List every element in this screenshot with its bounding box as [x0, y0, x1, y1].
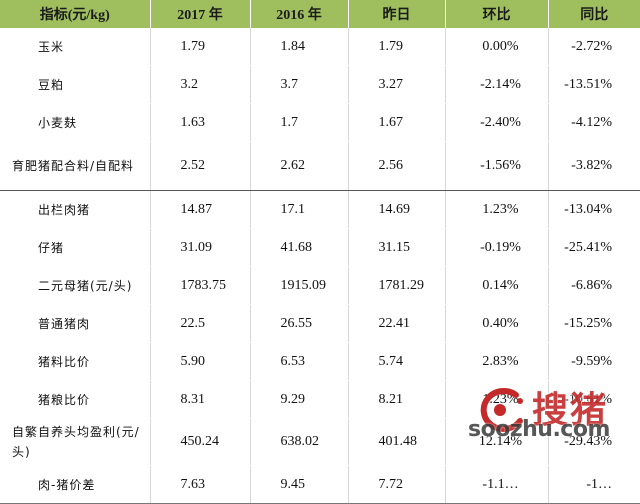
- cell-yesterday: 1.67: [348, 103, 446, 142]
- cell-yoy: -4.12%: [548, 103, 640, 142]
- cell-yoy: -15.25%: [548, 304, 640, 343]
- cell-yoy: -29.43%: [548, 418, 640, 466]
- table-row: 出栏肉猪 14.87 17.1 14.69 1.23% -13.04%: [0, 190, 640, 229]
- cell-name: 豆粕: [0, 65, 151, 104]
- cell-2017: 3.2: [150, 65, 251, 104]
- cell-mom: 0.00%: [445, 28, 549, 66]
- cell-name: 仔猪: [0, 228, 151, 267]
- cell-2016: 17.1: [250, 190, 349, 229]
- table-row: 仔猪 31.09 41.68 31.15 -0.19% -25.41%: [0, 228, 640, 267]
- cell-mom: -2.40%: [445, 103, 549, 142]
- cell-mom: -1.56%: [445, 141, 549, 191]
- cell-yoy: -1…: [548, 465, 640, 504]
- cell-mom: 0.40%: [445, 304, 549, 343]
- cell-2017: 22.5: [150, 304, 251, 343]
- cell-2017: 14.87: [150, 190, 251, 229]
- cell-mom: 2.83%: [445, 342, 549, 381]
- table-row: 二元母猪(元/头) 1783.75 1915.09 1781.29 0.14% …: [0, 266, 640, 305]
- cell-2017: 2.52: [150, 141, 251, 191]
- table-row: 普通猪肉 22.5 26.55 22.41 0.40% -15.25%: [0, 304, 640, 343]
- cell-yesterday: 7.72: [348, 465, 446, 504]
- cell-2016: 1.84: [250, 28, 349, 66]
- cell-2017: 450.24: [150, 418, 251, 466]
- cell-2016: 638.02: [250, 418, 349, 466]
- cell-yesterday: 3.27: [348, 65, 446, 104]
- cell-mom: 0.14%: [445, 266, 549, 305]
- header-2016: 2016 年: [250, 0, 349, 28]
- cell-2017: 1783.75: [150, 266, 251, 305]
- cell-2016: 26.55: [250, 304, 349, 343]
- table-header: 指标(元/kg) 2017 年 2016 年 昨日 环比 同比: [0, 0, 640, 28]
- table-body: 玉米 1.79 1.84 1.79 0.00% -2.72% 豆粕 3.2 3.…: [0, 28, 640, 504]
- table-row: 小麦麸 1.63 1.7 1.67 -2.40% -4.12%: [0, 103, 640, 142]
- cell-2016: 41.68: [250, 228, 349, 267]
- cell-2017: 1.63: [150, 103, 251, 142]
- cell-name: 小麦麸: [0, 103, 151, 142]
- cell-yesterday: 8.21: [348, 380, 446, 419]
- cell-yoy: -13.51%: [548, 65, 640, 104]
- cell-mom: -0.19%: [445, 228, 549, 267]
- cell-2016: 2.62: [250, 141, 349, 191]
- cell-name: 玉米: [0, 28, 151, 66]
- cell-mom: 12.14%: [445, 418, 549, 466]
- cell-2016: 1915.09: [250, 266, 349, 305]
- header-yesterday: 昨日: [348, 0, 446, 28]
- cell-mom: 1.23%: [445, 380, 549, 419]
- cell-yoy: -3.82%: [548, 141, 640, 191]
- cell-yesterday: 2.56: [348, 141, 446, 191]
- cell-2016: 6.53: [250, 342, 349, 381]
- cell-yesterday: 14.69: [348, 190, 446, 229]
- table-row: 肉-猪价差 7.63 9.45 7.72 -1.1… -1…: [0, 465, 640, 504]
- cell-mom: 1.23%: [445, 190, 549, 229]
- cell-yesterday: 401.48: [348, 418, 446, 466]
- cell-yoy: -6.86%: [548, 266, 640, 305]
- cell-name: 普通猪肉: [0, 304, 151, 343]
- header-yoy: 同比: [548, 0, 640, 28]
- cell-name: 猪料比价: [0, 342, 151, 381]
- table-row: 自繁自养头均盈利(元/头) 450.24 638.02 401.48 12.14…: [0, 418, 640, 466]
- header-indicator: 指标(元/kg): [0, 0, 151, 28]
- cell-2016: 3.7: [250, 65, 349, 104]
- cell-2017: 5.90: [150, 342, 251, 381]
- table-row: 育肥猪配合料/自配料 2.52 2.62 2.56 -1.56% -3.82%: [0, 141, 640, 191]
- table-row: 猪粮比价 8.31 9.29 8.21 1.23% -10.61%: [0, 380, 640, 419]
- cell-2016: 1.7: [250, 103, 349, 142]
- cell-2017: 7.63: [150, 465, 251, 504]
- cell-2017: 1.79: [150, 28, 251, 66]
- cell-yoy: -9.59%: [548, 342, 640, 381]
- cell-yesterday: 31.15: [348, 228, 446, 267]
- cell-yesterday: 5.74: [348, 342, 446, 381]
- cell-yoy: -13.04%: [548, 190, 640, 229]
- cell-2017: 31.09: [150, 228, 251, 267]
- cell-yesterday: 1781.29: [348, 266, 446, 305]
- cell-2016: 9.29: [250, 380, 349, 419]
- cell-2017: 8.31: [150, 380, 251, 419]
- cell-name: 猪粮比价: [0, 380, 151, 419]
- cell-yesterday: 1.79: [348, 28, 446, 66]
- cell-yoy: -2.72%: [548, 28, 640, 66]
- table-row: 玉米 1.79 1.84 1.79 0.00% -2.72%: [0, 28, 640, 66]
- cell-name: 育肥猪配合料/自配料: [0, 141, 151, 191]
- cell-name: 自繁自养头均盈利(元/头): [0, 418, 151, 466]
- cell-yesterday: 22.41: [348, 304, 446, 343]
- cell-yoy: -25.41%: [548, 228, 640, 267]
- cell-2016: 9.45: [250, 465, 349, 504]
- cell-mom: -1.1…: [445, 465, 549, 504]
- cell-mom: -2.14%: [445, 65, 549, 104]
- cell-name: 肉-猪价差: [0, 465, 151, 504]
- table-row: 豆粕 3.2 3.7 3.27 -2.14% -13.51%: [0, 65, 640, 104]
- cell-yoy: -10.61%: [548, 380, 640, 419]
- header-mom: 环比: [445, 0, 549, 28]
- header-row: 指标(元/kg) 2017 年 2016 年 昨日 环比 同比: [0, 0, 640, 28]
- header-2017: 2017 年: [150, 0, 251, 28]
- table-row: 猪料比价 5.90 6.53 5.74 2.83% -9.59%: [0, 342, 640, 381]
- cell-name: 出栏肉猪: [0, 190, 151, 229]
- cell-name: 二元母猪(元/头): [0, 266, 151, 305]
